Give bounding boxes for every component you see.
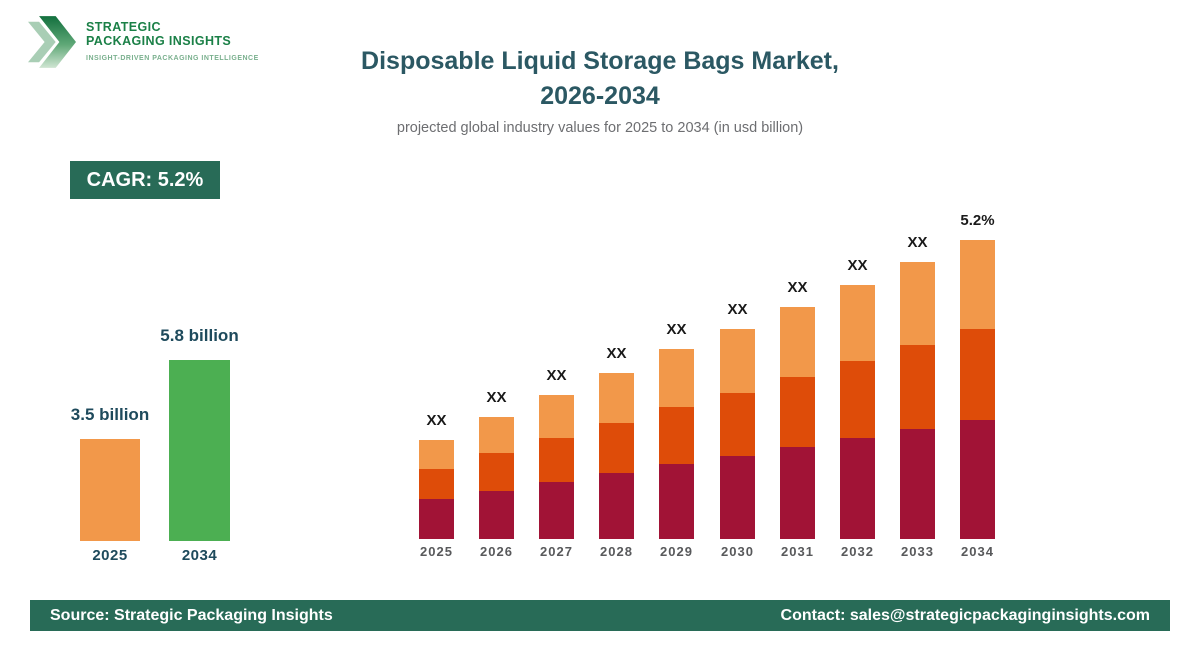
segment-middle-2028 (599, 423, 634, 473)
year-label-2027: 2027 (540, 544, 573, 559)
segment-bottom-2034 (960, 420, 995, 539)
year-label-2028: 2028 (600, 544, 633, 559)
bar-value-label-2028: XX (606, 345, 627, 362)
segment-top-2034 (960, 240, 995, 329)
segment-top-2031 (780, 307, 815, 377)
stacked-bar-2029 (659, 349, 694, 539)
page-title-line2: 2026-2034 (540, 82, 660, 110)
stacked-bar-2033 (900, 262, 935, 539)
logo-tagline: INSIGHT-DRIVEN PACKAGING INTELLIGENCE (86, 55, 259, 62)
year-label-2033: 2033 (901, 544, 934, 559)
logo: STRATEGIC PACKAGING INSIGHTS INSIGHT-DRI… (28, 14, 259, 75)
stacked-bar-2034 (960, 240, 995, 539)
mini-value-label-2025: 3.5 billion (70, 405, 150, 424)
bar-value-label-2026: XX (486, 389, 507, 406)
stacked-bar-2030 (720, 329, 755, 539)
segment-middle-2027 (539, 438, 574, 482)
year-label-2026: 2026 (480, 544, 513, 559)
segment-middle-2030 (720, 393, 755, 456)
segment-bottom-2031 (780, 447, 815, 539)
segment-top-2033 (900, 262, 935, 345)
segment-bottom-2025 (419, 499, 454, 539)
segment-middle-2025 (419, 469, 454, 499)
mini-year-label-2034: 2034 (181, 547, 218, 564)
segment-middle-2026 (479, 453, 514, 491)
segment-middle-2031 (780, 377, 815, 447)
bar-value-label-2025: XX (426, 412, 447, 429)
segment-middle-2033 (900, 345, 935, 429)
segment-bottom-2030 (720, 456, 755, 539)
stacked-bar-2032 (840, 285, 875, 539)
bar-value-label-2034: 5.2% (960, 212, 995, 229)
page-title-line1: Disposable Liquid Storage Bags Market, (361, 47, 839, 75)
logo-line2: PACKAGING INSIGHTS (86, 34, 232, 48)
logo-line1: STRATEGIC (86, 20, 161, 34)
segment-middle-2032 (840, 361, 875, 438)
cagr-badge: CAGR: 5.2% (70, 161, 220, 199)
bar-value-label-2033: XX (907, 234, 928, 251)
year-label-2034: 2034 (961, 544, 994, 559)
logo-text: STRATEGIC PACKAGING INSIGHTS INSIGHT-DRI… (86, 14, 259, 62)
segment-bottom-2026 (479, 491, 514, 539)
page-subtitle: projected global industry values for 202… (396, 120, 804, 136)
segment-bottom-2027 (539, 482, 574, 539)
stacked-bar-2027 (539, 395, 574, 539)
mini-year-label-2025: 2025 (92, 547, 128, 564)
segment-top-2029 (659, 349, 694, 407)
segment-top-2026 (479, 417, 514, 453)
year-label-2029: 2029 (660, 544, 693, 559)
segment-middle-2029 (659, 407, 694, 464)
logo-chevron-icon (28, 14, 76, 75)
stacked-bar-2031 (780, 307, 815, 539)
year-label-2031: 2031 (781, 544, 814, 559)
segment-top-2027 (539, 395, 574, 438)
stacked-bar-2025 (419, 440, 454, 539)
segment-top-2025 (419, 440, 454, 469)
segment-middle-2034 (960, 329, 995, 420)
stacked-bar-2028 (599, 373, 634, 539)
footer-source-text: Source: Strategic Packaging Insights (50, 606, 333, 624)
bar-value-label-2029: XX (666, 321, 687, 338)
segment-bottom-2033 (900, 429, 935, 539)
bar-value-label-2031: XX (787, 279, 808, 296)
footer-contact-text: Contact: sales@strategicpackaginginsight… (780, 606, 1150, 624)
bar-value-label-2032: XX (847, 257, 868, 274)
segment-bottom-2029 (659, 464, 694, 539)
year-label-2030: 2030 (721, 544, 754, 559)
bar-value-label-2030: XX (727, 301, 748, 318)
bar-value-label-2027: XX (546, 367, 567, 384)
stacked-bar-2026 (479, 417, 514, 539)
segment-bottom-2032 (840, 438, 875, 539)
segment-top-2032 (840, 285, 875, 361)
year-label-2032: 2032 (841, 544, 874, 559)
mini-value-label-2034: 5.8 billion (160, 326, 239, 345)
year-label-2025: 2025 (420, 544, 453, 559)
footer-bar: Source: Strategic Packaging Insights Con… (30, 600, 1170, 631)
segment-bottom-2028 (599, 473, 634, 539)
segment-top-2030 (720, 329, 755, 393)
mini-bar-2034 (169, 360, 230, 541)
segment-top-2028 (599, 373, 634, 423)
title-block: Disposable Liquid Storage Bags Market, 2… (0, 44, 1200, 136)
mini-bar-2025 (80, 439, 140, 541)
